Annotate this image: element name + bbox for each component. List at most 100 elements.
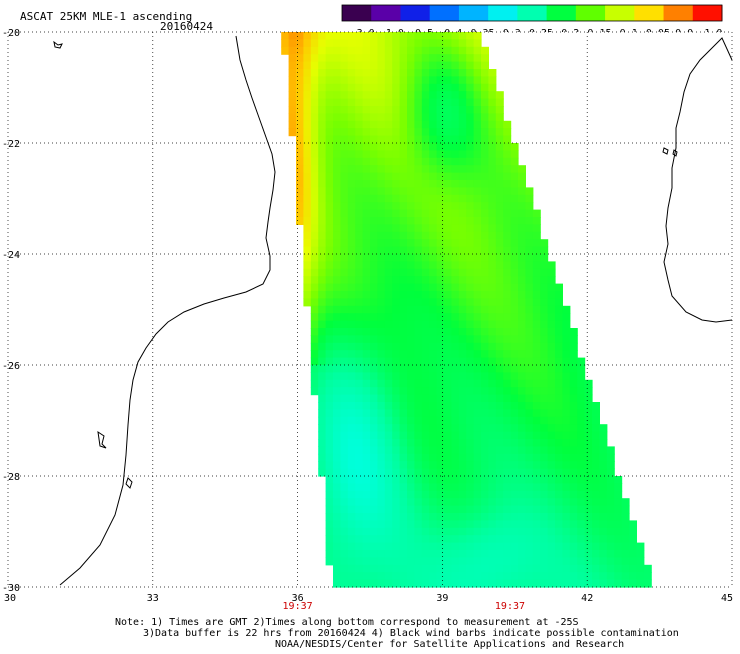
swath-cell bbox=[569, 372, 578, 381]
swath-cell bbox=[495, 224, 504, 233]
swath-cell bbox=[599, 483, 608, 492]
swath-cell bbox=[481, 202, 489, 211]
swath-cell bbox=[340, 328, 349, 336]
swath-cell bbox=[458, 313, 467, 322]
swath-cell bbox=[399, 128, 408, 137]
swath-cell bbox=[547, 328, 556, 336]
swath-cell bbox=[555, 350, 563, 359]
swath-cell bbox=[370, 61, 378, 70]
swath-cell bbox=[333, 409, 341, 418]
swath-cell bbox=[362, 194, 371, 203]
swath-cell bbox=[414, 439, 423, 447]
swath-cell bbox=[399, 69, 408, 77]
swath-cell bbox=[399, 365, 408, 373]
swath-cell bbox=[407, 76, 415, 85]
swath-cell bbox=[384, 387, 393, 396]
swath-cell bbox=[473, 313, 482, 322]
swath-cell bbox=[562, 372, 571, 381]
swath-cell bbox=[503, 231, 512, 240]
swath-cell bbox=[555, 572, 563, 581]
swath-cell bbox=[347, 254, 356, 262]
swath-cell bbox=[347, 446, 356, 455]
swath-cell bbox=[296, 202, 304, 211]
swath-cell bbox=[392, 283, 401, 292]
swath-cell bbox=[310, 328, 319, 336]
swath-cell bbox=[518, 564, 526, 573]
swath-cell bbox=[444, 542, 452, 551]
swath-cell bbox=[296, 157, 304, 166]
swath-cell bbox=[458, 32, 467, 40]
swath-cell bbox=[562, 446, 571, 455]
swath-cell bbox=[318, 39, 327, 48]
swath-cell bbox=[370, 224, 378, 233]
swath-cell bbox=[444, 379, 452, 388]
swath-cell bbox=[503, 128, 512, 137]
swath-cell bbox=[599, 461, 608, 470]
swath-cell bbox=[636, 572, 645, 581]
swath-cell bbox=[510, 261, 519, 270]
swath-cell bbox=[399, 172, 408, 181]
swath-cell bbox=[547, 365, 556, 373]
swath-cell bbox=[429, 69, 438, 77]
swath-cell bbox=[303, 268, 312, 277]
swath-cell bbox=[421, 46, 430, 55]
swath-cell bbox=[370, 91, 378, 100]
swath-cell bbox=[503, 202, 512, 211]
swath-cell bbox=[599, 439, 608, 447]
latitude-label: -24 bbox=[2, 250, 20, 261]
note-line-1: Note: 1) Times are GMT 2)Times along bot… bbox=[115, 617, 579, 628]
swath-cell bbox=[347, 468, 356, 477]
swath-cell bbox=[555, 298, 563, 307]
swath-cell bbox=[333, 335, 341, 344]
swath-cell bbox=[621, 557, 630, 566]
swath-cell bbox=[466, 150, 475, 159]
swath-cell bbox=[451, 342, 460, 351]
swath-cell bbox=[540, 283, 549, 292]
swath-cell bbox=[377, 224, 386, 233]
swath-cell bbox=[518, 513, 526, 521]
swath-cell bbox=[362, 202, 371, 211]
swath-cell bbox=[436, 91, 445, 100]
swath-cell bbox=[355, 446, 364, 455]
swath-cell bbox=[466, 165, 475, 174]
swath-cell bbox=[407, 231, 415, 240]
swath-cell bbox=[325, 498, 334, 507]
swath-cell bbox=[355, 39, 364, 48]
swath-cell bbox=[333, 261, 341, 270]
swath-cell bbox=[347, 335, 356, 344]
swath-cell bbox=[347, 268, 356, 277]
swath-cell bbox=[555, 357, 563, 366]
swath-cell bbox=[407, 394, 415, 403]
swath-cell bbox=[518, 276, 526, 285]
swath-cell bbox=[407, 254, 415, 262]
swath-cell bbox=[370, 157, 378, 166]
swath-cell bbox=[444, 172, 452, 181]
swath-cell bbox=[421, 439, 430, 447]
swath-cell bbox=[318, 143, 327, 151]
swath-cell bbox=[340, 32, 349, 40]
swath-cell bbox=[599, 476, 608, 484]
swath-cell bbox=[340, 113, 349, 122]
swath-cell bbox=[414, 32, 423, 40]
swath-cell bbox=[458, 98, 467, 107]
swath-cell bbox=[436, 187, 445, 196]
swath-cell bbox=[377, 209, 386, 218]
swath-cell bbox=[510, 483, 519, 492]
swath-cell bbox=[325, 557, 334, 566]
swath-cell bbox=[407, 342, 415, 351]
swath-cell bbox=[547, 372, 556, 381]
swath-cell bbox=[473, 498, 482, 507]
swath-cell bbox=[340, 439, 349, 447]
swath-cell bbox=[481, 46, 489, 55]
swath-cell bbox=[377, 106, 386, 114]
swath-cell bbox=[340, 283, 349, 292]
swath-cell bbox=[488, 261, 497, 270]
swath-cell bbox=[510, 490, 519, 499]
swath-cell bbox=[310, 128, 319, 137]
swath-cell bbox=[481, 187, 489, 196]
swath-cell bbox=[547, 468, 556, 477]
swath-cell bbox=[318, 387, 327, 396]
swath-cell bbox=[481, 424, 489, 433]
swath-cell bbox=[318, 313, 327, 322]
swath-cell bbox=[414, 535, 423, 544]
